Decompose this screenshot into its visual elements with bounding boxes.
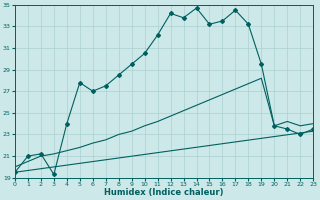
X-axis label: Humidex (Indice chaleur): Humidex (Indice chaleur) <box>104 188 224 197</box>
